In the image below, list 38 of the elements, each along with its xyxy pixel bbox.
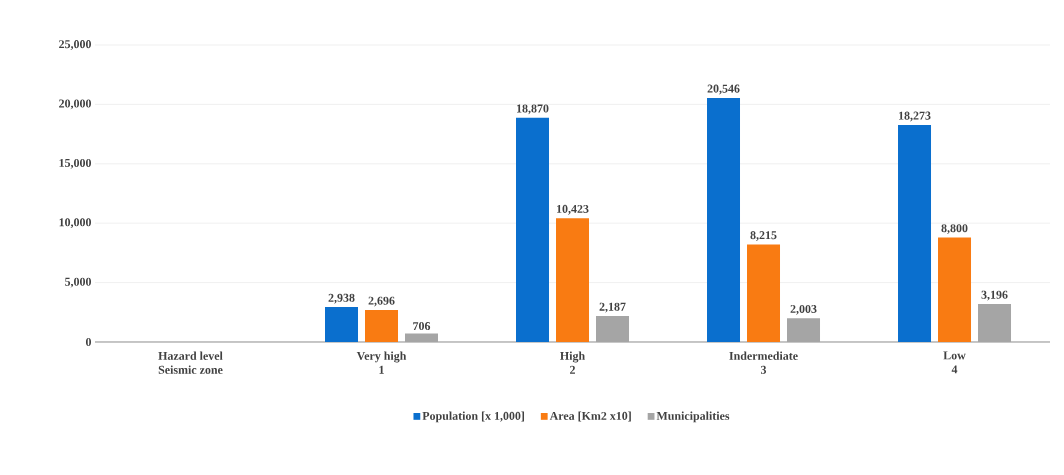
bar [898,124,932,342]
bar [516,117,550,342]
data-label: 3,196 [981,290,1008,301]
data-label: 2,938 [328,293,355,304]
legend-label: Area [Km2 x10] [549,411,631,422]
y-tick-label: 25,000 [59,40,92,50]
y-tick-label: 20,000 [59,99,92,110]
bar [707,97,741,342]
data-label: 18,273 [899,111,931,122]
x-tick-label: Hazard level Seismic zone [158,351,223,374]
x-tick-label: Low 4 [943,351,966,374]
data-label: 2,003 [790,304,817,315]
y-tick-label: 10,000 [59,218,92,229]
data-label: 20,546 [707,84,740,95]
data-label: 10,423 [557,204,589,215]
y-tick-label: 5,000 [65,277,92,288]
data-label: 2,187 [599,302,626,313]
bar [365,309,398,342]
bar [596,316,630,342]
legend-label: Population [x 1,000] [422,411,525,423]
data-label: 2,696 [368,296,395,307]
bar [325,307,358,342]
data-label: 8,215 [750,231,777,241]
x-tick-label: High 2 [560,351,585,374]
data-label: 706 [413,322,431,331]
y-tick-label: 15,000 [59,158,92,169]
bar [556,218,590,342]
bar [978,304,1012,342]
x-tick-label: Indermediate 3 [729,351,798,374]
legend-label: Municipalities [656,411,730,423]
bar [747,244,781,342]
x-tick-label: Very high 1 [356,351,407,374]
bar [938,237,972,342]
bar [405,333,438,342]
data-label: 18,870 [517,104,549,115]
bar [787,318,821,342]
data-label: 8,800 [941,224,968,234]
y-tick-label: 0 [85,337,92,347]
